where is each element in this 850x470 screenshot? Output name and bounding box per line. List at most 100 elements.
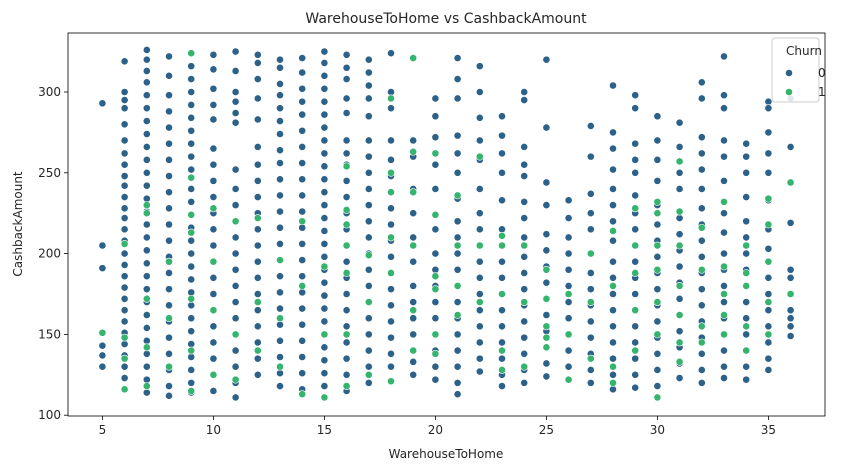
point-churn-0-357 (475, 136, 484, 145)
point-churn-0-32 (120, 362, 129, 371)
point-churn-0-458 (609, 370, 617, 379)
point-churn-1-107 (653, 330, 662, 339)
point-churn-0-365 (475, 290, 484, 298)
point-churn-1-19 (187, 387, 196, 395)
point-churn-0-289 (387, 49, 395, 58)
point-churn-0-259 (342, 257, 351, 266)
point-churn-0-316 (409, 330, 418, 339)
y-tick-label-150: 150 (38, 327, 61, 341)
point-churn-0-534 (720, 228, 728, 237)
point-churn-0-180 (276, 130, 284, 138)
point-churn-0-209 (298, 239, 307, 248)
point-churn-0-335 (453, 54, 462, 62)
point-churn-1-57 (409, 188, 418, 197)
point-churn-0-230 (320, 188, 329, 197)
point-churn-1-3 (120, 354, 129, 363)
point-churn-0-473 (631, 322, 640, 331)
point-churn-1-84 (542, 322, 551, 331)
point-churn-0-554 (742, 314, 751, 323)
point-churn-1-85 (542, 333, 551, 342)
point-churn-0-391 (520, 172, 529, 180)
point-churn-0-367 (475, 322, 484, 331)
point-churn-0-311 (409, 233, 418, 242)
point-churn-0-4 (98, 341, 107, 350)
point-churn-0-238 (320, 291, 329, 300)
point-churn-0-489 (653, 317, 662, 326)
point-churn-0-454 (609, 306, 617, 315)
point-churn-0-53 (142, 272, 151, 281)
point-churn-0-512 (697, 149, 706, 158)
point-churn-0-16 (120, 181, 129, 190)
point-churn-0-375 (498, 196, 506, 205)
point-churn-0-153 (231, 393, 240, 402)
point-churn-0-418 (564, 196, 573, 205)
point-churn-0-373 (498, 149, 506, 158)
y-tick-label-300: 300 (38, 85, 61, 99)
point-churn-0-388 (520, 96, 529, 104)
point-churn-1-89 (564, 375, 573, 384)
point-churn-0-475 (631, 354, 640, 363)
point-churn-0-577 (786, 218, 795, 227)
point-churn-0-6 (98, 362, 107, 371)
point-churn-0-274 (364, 152, 373, 161)
point-churn-0-147 (231, 298, 240, 306)
point-churn-0-191 (276, 304, 284, 313)
point-churn-0-425 (564, 314, 573, 323)
point-churn-0-262 (342, 306, 351, 315)
point-churn-0-174 (276, 55, 284, 64)
point-churn-0-501 (675, 262, 684, 271)
point-churn-1-93 (609, 227, 617, 235)
point-churn-0-474 (631, 338, 640, 347)
point-churn-0-156 (253, 75, 262, 83)
point-churn-0-203 (298, 143, 307, 151)
point-churn-1-101 (631, 346, 640, 355)
point-churn-0-452 (609, 273, 617, 282)
point-churn-0-562 (764, 149, 773, 158)
point-churn-1-127 (742, 282, 751, 290)
point-churn-1-117 (697, 265, 706, 274)
point-churn-0-170 (253, 322, 262, 331)
point-churn-0-43 (142, 143, 151, 151)
legend-marker-0 (785, 69, 793, 77)
point-churn-0-155 (253, 59, 262, 67)
point-churn-0-157 (253, 94, 262, 103)
point-churn-0-118 (209, 160, 218, 169)
point-churn-0-547 (742, 193, 751, 201)
point-churn-0-370 (475, 367, 484, 376)
point-churn-1-16 (187, 228, 196, 237)
point-churn-1-31 (276, 314, 284, 323)
y-tick-label-100: 100 (38, 408, 61, 422)
point-churn-1-69 (453, 282, 462, 290)
point-churn-0-350 (453, 346, 462, 355)
point-churn-1-64 (431, 285, 440, 294)
point-churn-0-248 (342, 75, 351, 83)
point-churn-0-281 (364, 265, 373, 274)
point-churn-0-462 (631, 139, 640, 148)
point-churn-0-189 (276, 272, 284, 281)
point-churn-0-146 (231, 282, 240, 290)
point-churn-0-59 (142, 349, 151, 358)
point-churn-1-28 (253, 298, 262, 306)
point-churn-0-247 (342, 63, 351, 72)
point-churn-0-287 (364, 362, 373, 371)
point-churn-0-103 (187, 288, 196, 297)
point-churn-0-550 (742, 249, 751, 258)
point-churn-0-449 (609, 217, 617, 226)
point-churn-1-12 (165, 362, 173, 371)
point-churn-0-571 (764, 322, 773, 331)
point-churn-0-175 (276, 63, 284, 72)
point-churn-0-436 (586, 285, 595, 294)
point-churn-0-28 (120, 317, 129, 326)
point-churn-0-542 (720, 362, 728, 371)
point-churn-0-83 (165, 382, 173, 390)
point-churn-0-243 (320, 356, 329, 365)
point-churn-1-50 (387, 168, 395, 177)
point-churn-0-386 (498, 382, 506, 390)
point-churn-0-439 (586, 333, 595, 342)
point-churn-0-263 (342, 322, 351, 331)
point-churn-0-284 (364, 314, 373, 323)
point-churn-0-255 (342, 193, 351, 201)
point-churn-0-441 (586, 366, 595, 374)
point-churn-0-176 (276, 80, 284, 88)
point-churn-0-94 (187, 165, 196, 174)
